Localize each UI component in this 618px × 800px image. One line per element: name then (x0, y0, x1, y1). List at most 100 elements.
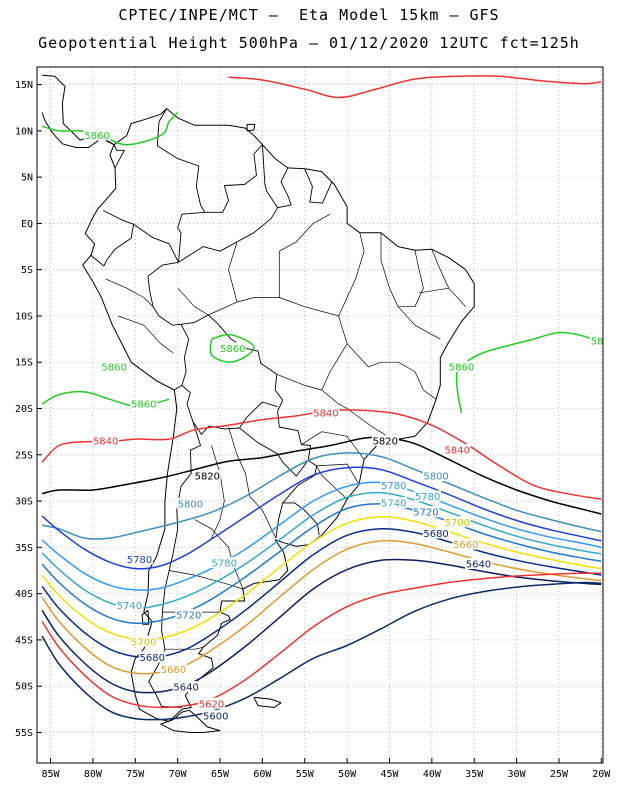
state-border (118, 315, 174, 354)
contour-label: 5700 (445, 518, 470, 529)
coastline (160, 709, 221, 733)
contour-label-bg (138, 651, 166, 663)
lon-label: 80W (84, 769, 103, 780)
contour-5860 (209, 333, 255, 363)
contour-label-bg (465, 558, 492, 570)
state-border (164, 646, 204, 650)
state-border (228, 241, 238, 303)
country-border (133, 223, 179, 263)
lon-label: 65W (211, 769, 230, 780)
axes-labels: 15N 10N 5N EQ 5S 10S 15S 20S 25S 30S 35S 40S 45S 50S 5… (15, 80, 611, 780)
contour-label: 5860 (131, 399, 156, 410)
state-border (177, 287, 209, 316)
contour-layer (41, 75, 602, 721)
contour-label: 58 (591, 336, 604, 347)
contour-label-bg (443, 444, 471, 456)
contour-label-bg (83, 129, 111, 141)
lat-label: 15N (15, 80, 33, 91)
contour-label-bg (100, 360, 128, 372)
state-border (228, 426, 277, 539)
lon-label: 45W (380, 769, 399, 780)
lat-label: 5N (21, 173, 33, 184)
contour-label: 5720 (176, 610, 201, 621)
plot-frame (36, 66, 604, 764)
country-border (147, 261, 190, 391)
state-border (380, 232, 441, 340)
contour-label-bg (371, 434, 399, 446)
contour-label-bg (92, 434, 120, 446)
lat-label: 40S (15, 589, 33, 600)
contour-label-bg (175, 608, 203, 620)
contour-label: 5660 (453, 540, 478, 551)
contour-label-bg (443, 516, 471, 528)
state-border (276, 373, 394, 441)
contour-5780 (41, 466, 602, 570)
country-border (204, 144, 263, 213)
lon-label: 35W (465, 769, 484, 780)
contour-label-bg (115, 599, 143, 611)
country-border (181, 385, 278, 435)
contour-5860 (455, 331, 602, 414)
contour-label-bg (312, 407, 340, 419)
country-border (156, 108, 206, 213)
contour-5800 (41, 452, 602, 540)
contour-label: 5860 (101, 362, 126, 373)
contour-label-bg (176, 497, 204, 509)
lat-label: 30S (15, 497, 33, 508)
contour-label: 5680 (423, 529, 448, 540)
contour-label: 5820 (195, 472, 220, 483)
lat-label: 55S (15, 728, 33, 739)
country-border (177, 211, 205, 263)
lat-lon-grid (37, 67, 603, 763)
contour-label-bg (160, 663, 187, 675)
contour-label-bg (198, 697, 225, 709)
contour-label-bg (589, 334, 605, 346)
state-border (431, 249, 466, 307)
contour-label: 5800 (423, 472, 448, 483)
contour-label-bg (219, 342, 247, 354)
contour-label: 5720 (413, 508, 438, 519)
country-border (304, 168, 333, 204)
lat-label: 10N (15, 126, 33, 137)
contour-5720 (41, 503, 602, 625)
contour-label-bg (202, 709, 230, 721)
lon-label: 25W (550, 769, 569, 780)
contour-label: 5780 (415, 492, 440, 503)
lat-label: 50S (15, 682, 33, 693)
lat-label: 5S (21, 265, 33, 276)
contour-label: 5740 (117, 601, 142, 612)
country-border (239, 427, 312, 477)
contour-label: 5680 (140, 653, 165, 664)
country-border (180, 314, 284, 412)
lat-label: 35S (15, 543, 33, 554)
contour-label-bg (130, 397, 158, 409)
contour-5680 (41, 528, 602, 659)
country-border (90, 210, 135, 267)
contour-label: 5840 (93, 436, 118, 447)
country-border (277, 411, 311, 446)
state-border (105, 278, 154, 307)
contour-5860 (41, 111, 179, 146)
contour-5760 (41, 481, 602, 591)
contour-label-bg (380, 496, 408, 508)
state-border (321, 343, 348, 391)
contour-label-bg (193, 470, 221, 482)
contour-label-bg (130, 635, 158, 647)
geography-layer (41, 74, 475, 733)
lon-label: 40W (423, 769, 442, 780)
contour-5820 (41, 436, 602, 515)
contour-label: 5700 (131, 637, 156, 648)
contour-label: 5780 (212, 559, 237, 570)
contour-label: 5860 (449, 362, 474, 373)
state-border (419, 287, 449, 294)
contour-label: 5660 (161, 665, 186, 676)
contour-5840 (228, 75, 602, 99)
contour-5740 (41, 491, 602, 610)
contour-label: 5740 (381, 498, 406, 509)
lat-label: 25S (15, 450, 33, 461)
contour-label: 5780 (127, 555, 152, 566)
state-border (316, 463, 360, 485)
lon-label: 75W (126, 769, 145, 780)
contour-label: 5600 (203, 711, 228, 722)
contour-label-bg (172, 681, 200, 693)
